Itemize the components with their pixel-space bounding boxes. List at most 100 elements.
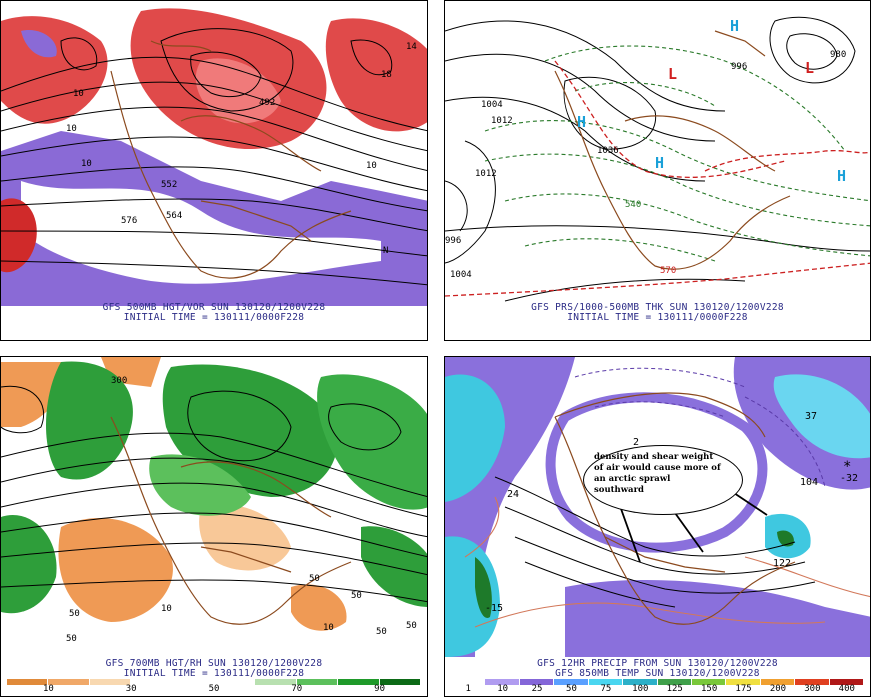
coastlines — [110, 40, 352, 279]
panel-caption-line2: INITIAL TIME = 130111/0000F228 — [567, 312, 748, 323]
rh-dry-fill-2 — [1, 362, 64, 427]
contour-label-6: 552 — [161, 180, 177, 190]
temp-contours — [494, 476, 816, 608]
legend-swatch — [7, 679, 49, 685]
panel-700mb-hgt-rh: 300 50 50 50 50 10 50 10 50 GFS 700MB HG… — [0, 356, 428, 697]
legend-tick-label: 200 — [769, 684, 787, 694]
legend-tick-label: 50 — [566, 684, 577, 694]
contour-label-2: 50 — [69, 609, 80, 619]
legend-swatch — [554, 679, 589, 685]
legend-tick-label: 150 — [700, 684, 718, 694]
contour-label-1: 300 — [111, 376, 127, 386]
panel-precip-850-temp: 2 24 104 122 -15 -32 37 * density and sh… — [444, 356, 871, 697]
isobar-label-3: 1012 — [475, 169, 497, 179]
panel-caption-line2: INITIAL TIME = 130111/0000F228 — [123, 312, 305, 323]
contour-label-4: 50 — [309, 574, 320, 584]
precip-max-label-2: -15 — [485, 603, 503, 614]
map-500mb: 10 10 10 576 564 552 492 10 N 18 14 — [1, 8, 427, 306]
panel-prs-thickness: H H H H L L 1004 1012 1012 1004 996 1036… — [444, 0, 871, 341]
contour-label-10: 18 — [381, 70, 392, 80]
legend-tick-label: 90 — [374, 684, 386, 694]
thickness-cold — [484, 45, 870, 262]
legend-tick-label: 175 — [735, 684, 752, 694]
height-contours — [1, 28, 427, 286]
rh-dry-fill-1 — [58, 518, 173, 622]
contour-label-5: 50 — [376, 627, 387, 637]
temp-label-2: 24 — [507, 489, 519, 500]
isobar-label-5: 996 — [445, 236, 461, 246]
vorticity-positive-fill-southwest — [1, 198, 37, 273]
legend-swatch — [255, 679, 297, 685]
legend-swatch — [760, 679, 796, 685]
contour-label-7: 492 — [259, 98, 275, 108]
precip-max-label-1: 122 — [773, 558, 791, 569]
temp-label-4: -32 — [840, 473, 858, 484]
high-label-3: H — [655, 154, 664, 172]
legend-swatch — [89, 679, 132, 685]
legend-swatch — [172, 679, 215, 685]
legend-tick-label: 10 — [42, 684, 54, 694]
legend-swatch — [519, 679, 555, 685]
vorticity-positive-fill-core — [195, 58, 281, 124]
map-precip-temp: 2 24 104 122 -15 -32 37 * — [445, 357, 870, 657]
panel-caption-line1: GFS 500MB HGT/VOR SUN 130120/1200V228 — [102, 302, 326, 313]
isobar-label-4: 1004 — [450, 270, 472, 280]
temp-label-3: 104 — [800, 477, 818, 488]
legend-swatch — [726, 679, 761, 685]
legend-tick-label: 125 — [666, 684, 683, 694]
precip-fill-southwest — [445, 536, 500, 657]
height-contours — [1, 385, 427, 603]
high-label-1: H — [730, 17, 739, 35]
panel-caption-line1: GFS 12HR PRECIP FROM SUN 130120/1200V228 — [537, 658, 778, 669]
isobar-label-6: 1036 — [597, 146, 619, 156]
legend-swatch — [795, 679, 830, 685]
legend-tick-label: 400 — [838, 684, 855, 694]
temp-contours-warm — [464, 496, 870, 628]
legend-swatch — [48, 679, 90, 685]
legend-swatch — [296, 679, 339, 685]
precip-color-legend: 1 10 25 50 75 100 125 150 175 200 300 400 — [445, 679, 870, 694]
legend-swatch — [657, 679, 692, 685]
contour-label-7: 50 — [351, 591, 362, 601]
map-prs-thickness: H H H H L L 1004 1012 1012 1004 996 1036… — [445, 16, 870, 302]
precip-heavy-east — [773, 374, 870, 459]
temp-label-1: 2 — [633, 437, 639, 448]
annotation-line-1: density and shear weight — [594, 452, 714, 462]
legend-tick-label: 100 — [632, 684, 649, 694]
legend-tick-label: 300 — [804, 684, 821, 694]
rh-moist-fill-4 — [1, 515, 57, 614]
rh-moist-fill-1 — [46, 361, 133, 480]
rh-moist-fill-5 — [149, 454, 251, 516]
legend-tick-label: 1 — [465, 684, 471, 694]
precip-heavy-west — [445, 374, 505, 502]
annotation-line-2: of air would cause more of — [594, 463, 721, 473]
coastlines — [554, 30, 791, 270]
panel-caption-line2: INITIAL TIME = 130111/0000F228 — [123, 668, 305, 679]
isobar-label-8: 996 — [731, 62, 747, 72]
legend-tick-label: 25 — [531, 684, 543, 694]
annotation-line-4: southward — [594, 485, 644, 495]
isobars — [445, 16, 870, 302]
contour-label-1: 10 — [73, 89, 84, 99]
low-label-2: L — [805, 59, 814, 77]
contour-label-6: 10 — [323, 623, 334, 633]
panel-caption-line2: GFS 850MB TEMP SUN 130120/1200V228 — [555, 668, 760, 679]
thickness-warm — [445, 60, 870, 297]
rh-color-legend: 10 30 50 70 90 — [1, 679, 427, 694]
legend-tick-label: 75 — [600, 684, 612, 694]
contour-label-4: 576 — [121, 216, 137, 226]
legend-swatch — [829, 679, 865, 685]
vorticity-negative-blob — [21, 30, 57, 58]
thickness-label-2: 570 — [660, 266, 676, 276]
contour-label-11: 14 — [406, 42, 417, 52]
low-label-1: L — [668, 65, 677, 83]
vorticity-positive-fill-west — [1, 16, 108, 124]
annotation-line-3: an arctic sprawl — [594, 474, 671, 484]
contour-label-9: 50 — [406, 621, 417, 631]
contour-label-8: 10 — [366, 161, 377, 171]
precip-core-cell — [777, 530, 794, 547]
panel-caption-line1: GFS PRS/1000-500MB THK SUN 130120/1200V2… — [531, 302, 784, 313]
coastlines — [110, 416, 352, 625]
legend-swatch — [379, 679, 422, 685]
contour-label-3: 10 — [81, 159, 92, 169]
